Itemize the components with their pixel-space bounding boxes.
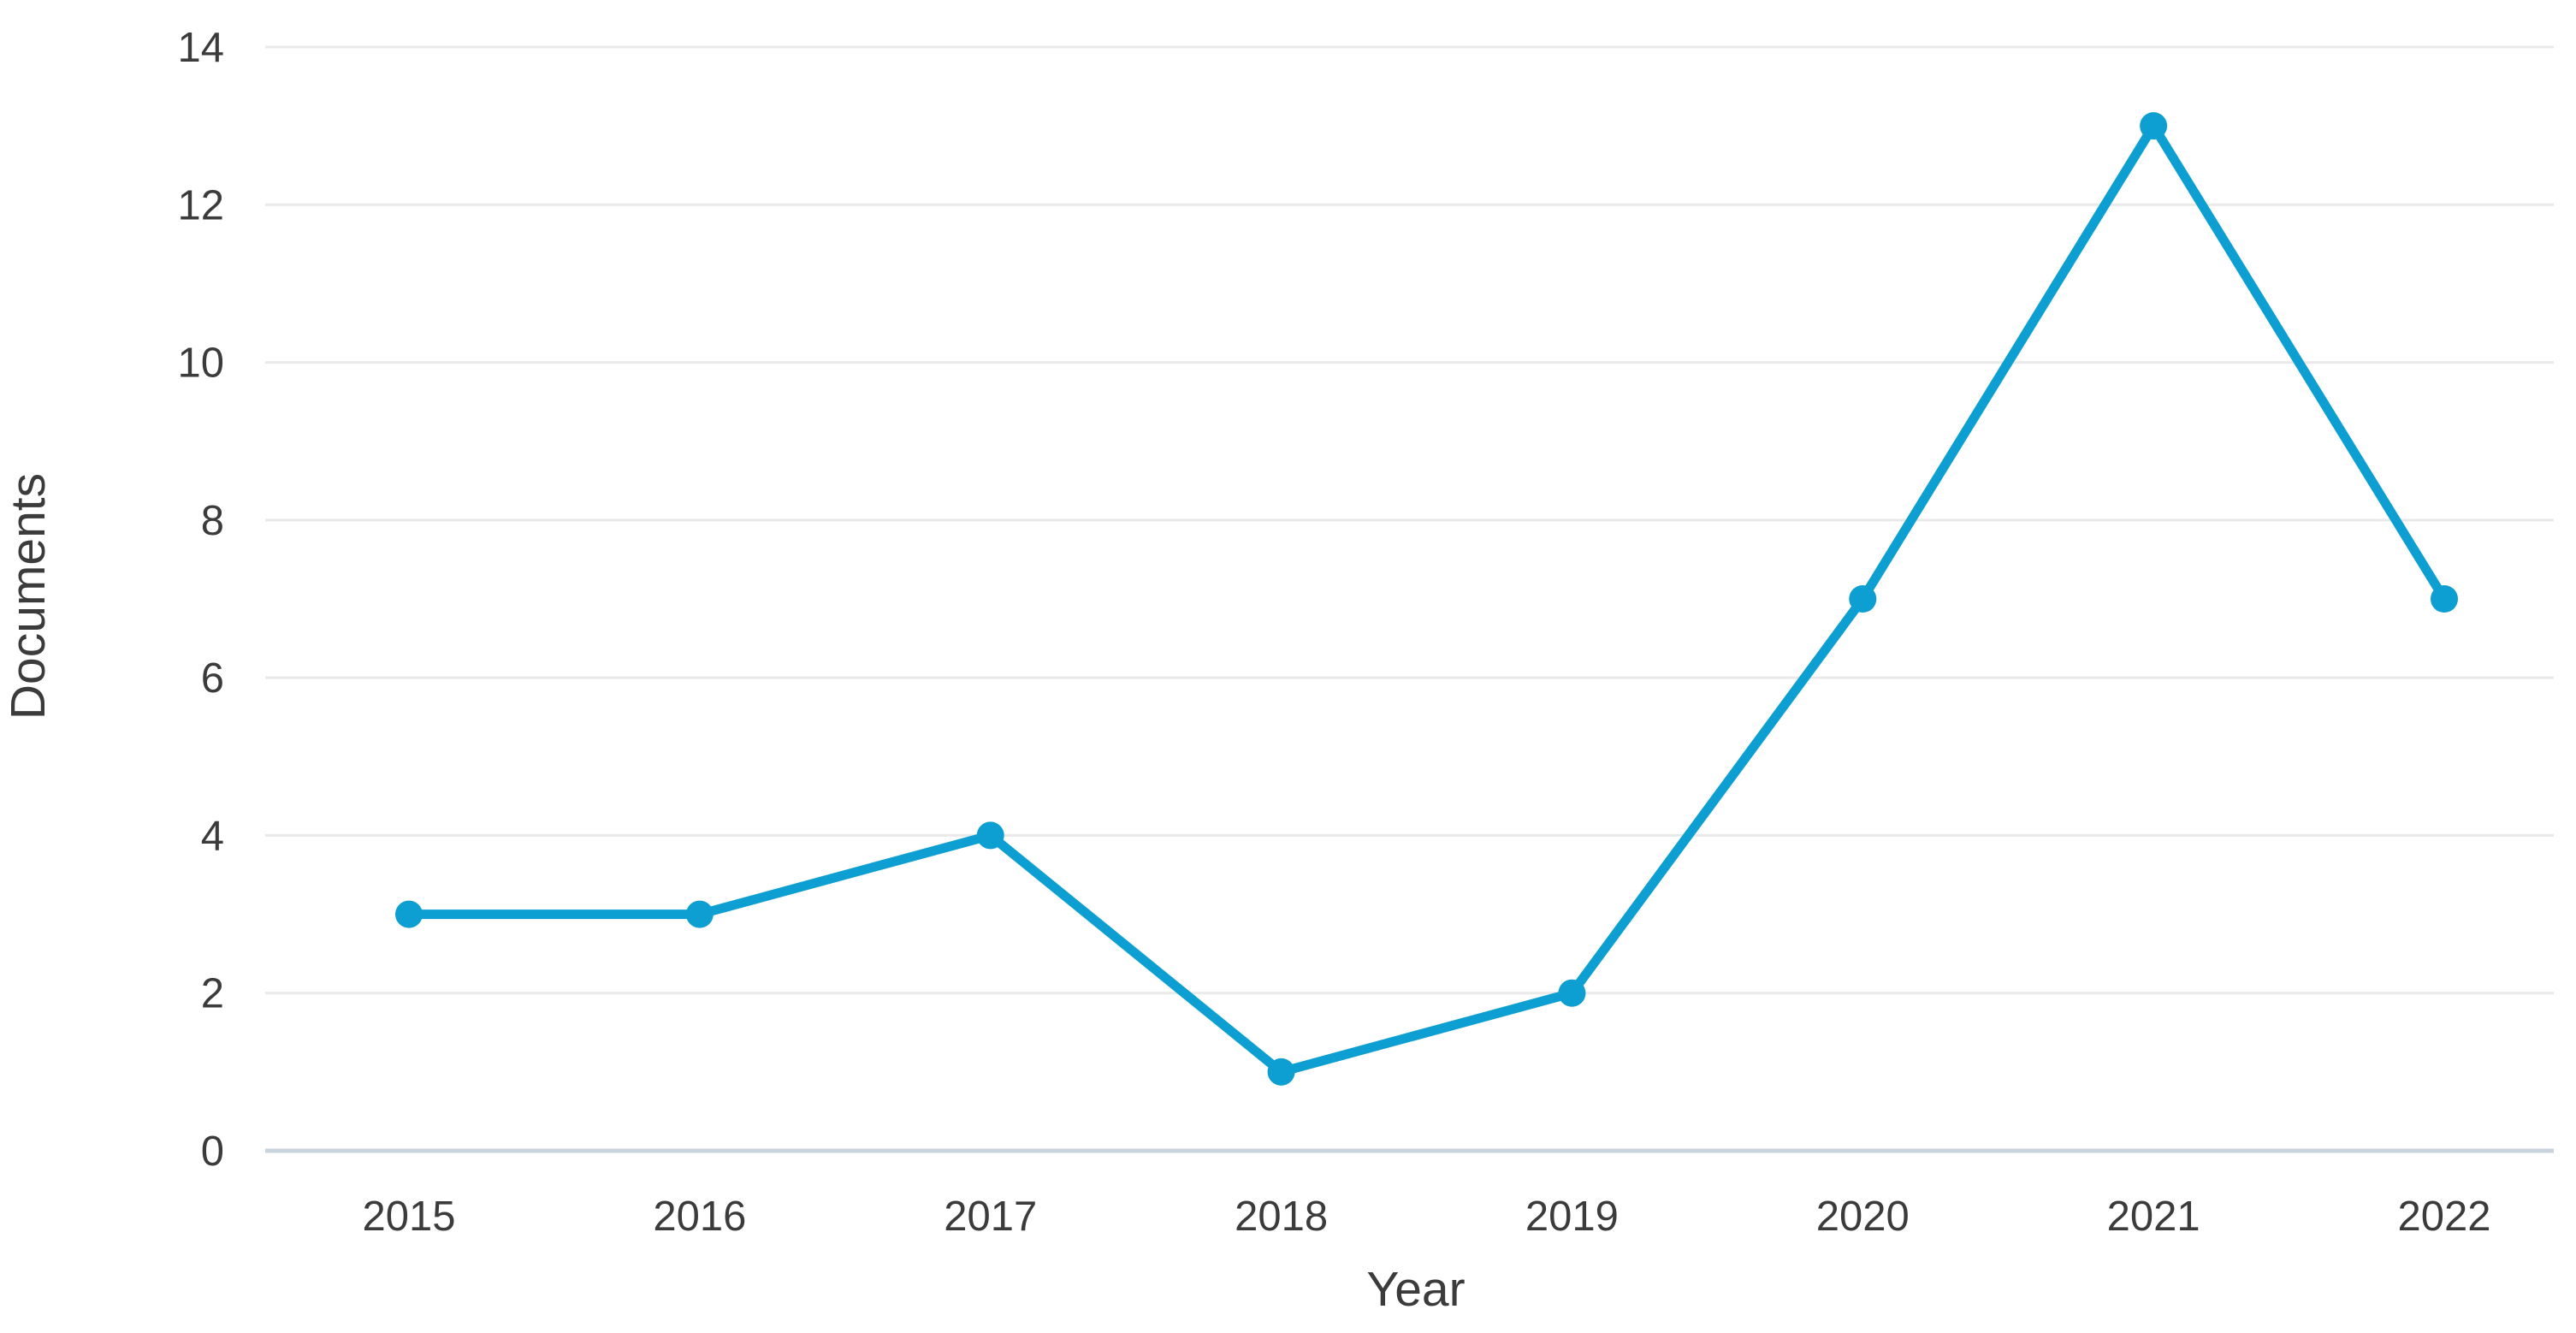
y-tick-label-4: 4 (201, 813, 224, 859)
data-point-2022[interactable] (2431, 585, 2458, 613)
y-tick-label-14: 14 (177, 25, 224, 71)
data-point-2018[interactable] (1267, 1058, 1295, 1086)
y-tick-label-0: 0 (201, 1129, 224, 1175)
data-point-2017[interactable] (976, 821, 1004, 850)
y-tick-label-8: 8 (201, 498, 224, 544)
x-tick-label-2016: 2016 (653, 1194, 746, 1240)
y-axis-title: Documents (1, 473, 56, 720)
x-tick-label-2020: 2020 (1816, 1194, 1910, 1240)
data-point-2020[interactable] (1849, 585, 1877, 613)
data-point-2015[interactable] (395, 900, 423, 928)
x-tick-label-2022: 2022 (2397, 1194, 2490, 1240)
data-point-2021[interactable] (2140, 112, 2168, 140)
y-tick-label-10: 10 (177, 341, 224, 387)
y-tick-label-2: 2 (201, 971, 224, 1017)
y-tick-label-6: 6 (201, 655, 224, 702)
y-tick-label-12: 12 (177, 182, 224, 228)
documents-series-line (404, 121, 2449, 1077)
chart-layers: 0 2 4 6 8 10 12 14 2015 2016 2017 2018 2019 2020 2021 2… (177, 25, 2554, 1240)
data-point-2019[interactable] (1558, 979, 1586, 1007)
x-tick-label-2018: 2018 (1235, 1194, 1328, 1240)
x-tick-label-2019: 2019 (1525, 1194, 1619, 1240)
x-tick-label-2021: 2021 (2107, 1194, 2200, 1240)
x-axis-title: Year (1366, 1262, 1465, 1317)
x-tick-label-2017: 2017 (944, 1194, 1037, 1240)
data-point-2016[interactable] (685, 900, 714, 928)
x-tick-label-2015: 2015 (362, 1194, 455, 1240)
